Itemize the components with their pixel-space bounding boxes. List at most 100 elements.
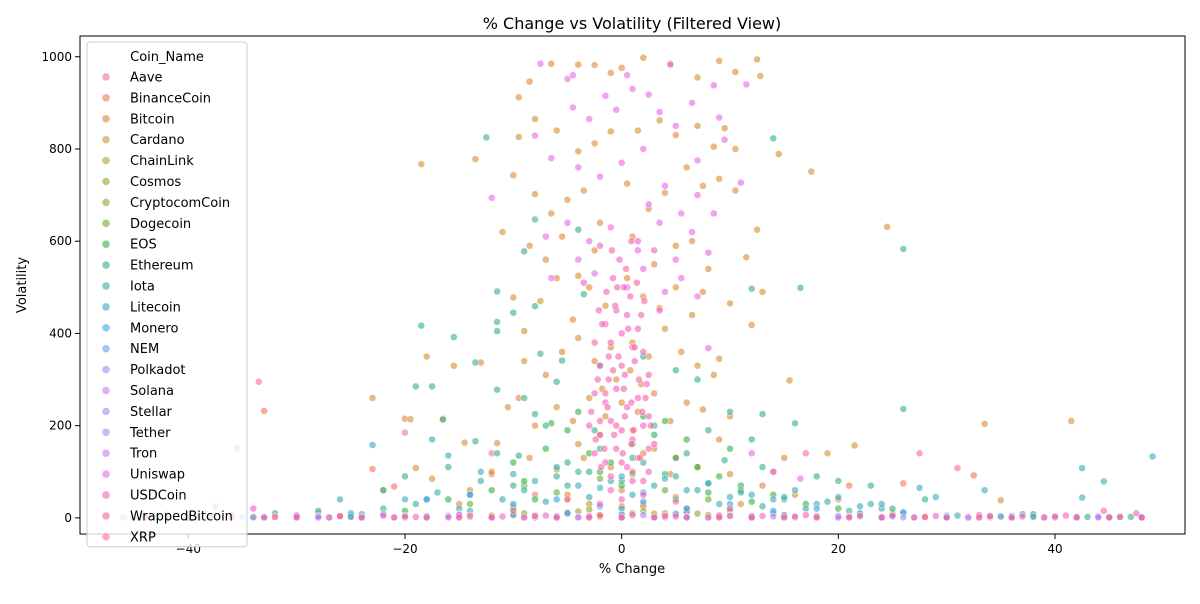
points-layer [119, 53, 1157, 522]
data-point [620, 283, 628, 292]
data-point [720, 136, 729, 144]
data-point [634, 325, 642, 333]
data-point [607, 223, 615, 232]
data-point [531, 131, 539, 140]
legend-label: NEM [130, 342, 159, 357]
data-point [622, 265, 630, 273]
data-point [617, 426, 626, 435]
legend-marker [101, 469, 111, 479]
data-point [623, 311, 631, 319]
data-point [672, 366, 680, 375]
data-point [590, 426, 599, 435]
data-point [525, 242, 534, 250]
legend-label: Uniswap [130, 468, 185, 483]
data-point [249, 504, 258, 513]
data-point [634, 394, 642, 402]
data-point [650, 481, 658, 490]
data-point [574, 272, 583, 280]
data-point [542, 371, 550, 379]
data-point [655, 108, 664, 116]
legend-item: Cosmos [101, 175, 181, 190]
data-point [693, 509, 702, 518]
data-point [607, 69, 615, 77]
data-point [585, 394, 593, 402]
data-point [731, 68, 740, 76]
legend-label: Polkadot [130, 363, 186, 378]
data-point [531, 512, 539, 520]
data-point [672, 472, 680, 481]
data-point [644, 412, 653, 421]
data-point [531, 410, 539, 418]
data-point [780, 454, 788, 462]
data-point [704, 488, 713, 497]
data-point [611, 302, 619, 310]
data-point [888, 504, 897, 513]
y-tick-label: 0 [64, 511, 72, 525]
data-point [401, 472, 409, 481]
data-point [357, 513, 366, 522]
data-point [641, 394, 650, 402]
data-point [1067, 417, 1076, 425]
data-point [758, 463, 767, 471]
series-uniswap [487, 59, 805, 483]
data-point [379, 486, 388, 494]
data-point [715, 57, 723, 65]
data-point [634, 246, 642, 255]
data-point [915, 449, 924, 458]
data-point [515, 133, 523, 141]
data-point [585, 493, 593, 501]
data-point [596, 361, 604, 370]
data-point [574, 255, 583, 264]
data-point [455, 513, 463, 522]
data-point [596, 417, 604, 425]
data-point [585, 505, 593, 514]
data-point [509, 458, 518, 467]
data-point [650, 389, 658, 398]
data-point [596, 474, 604, 483]
data-point [693, 463, 702, 471]
data-point [802, 449, 810, 458]
data-point [428, 474, 436, 483]
data-point [807, 167, 816, 176]
legend-item: XRP [101, 530, 156, 545]
data-point [602, 288, 611, 296]
data-point [899, 245, 908, 253]
data-point [1040, 513, 1048, 522]
data-point [637, 311, 645, 319]
data-point [693, 73, 702, 82]
legend-item: Aave [101, 71, 163, 86]
legend-item: Polkadot [101, 363, 186, 378]
data-point [726, 299, 734, 308]
data-point [867, 481, 875, 490]
data-point [536, 349, 545, 358]
data-point [617, 159, 626, 167]
data-point [629, 426, 638, 435]
legend-marker [101, 365, 111, 374]
data-point [607, 338, 615, 347]
chart-title: % Change vs Volatility (Filtered View) [483, 14, 782, 33]
data-point [693, 361, 702, 370]
data-point [639, 497, 648, 506]
x-tick-label: −20 [392, 542, 417, 556]
legend-marker [101, 532, 111, 542]
legend-label: EOS [130, 238, 157, 253]
data-point [639, 491, 648, 499]
data-point [608, 246, 616, 255]
data-point [655, 116, 664, 125]
data-point [704, 248, 713, 257]
y-axis: 0 200 400 600 800 1000 [41, 50, 80, 525]
data-point [569, 315, 577, 324]
data-point [1072, 513, 1081, 522]
data-point [585, 115, 593, 123]
data-point [412, 382, 420, 391]
data-point [661, 486, 669, 494]
legend-label: Cosmos [130, 175, 181, 190]
data-point [644, 200, 653, 209]
data-point [401, 512, 409, 521]
data-point [626, 366, 635, 375]
data-point [661, 288, 669, 296]
data-point [520, 486, 528, 494]
data-point [368, 394, 377, 402]
data-point [585, 468, 593, 476]
